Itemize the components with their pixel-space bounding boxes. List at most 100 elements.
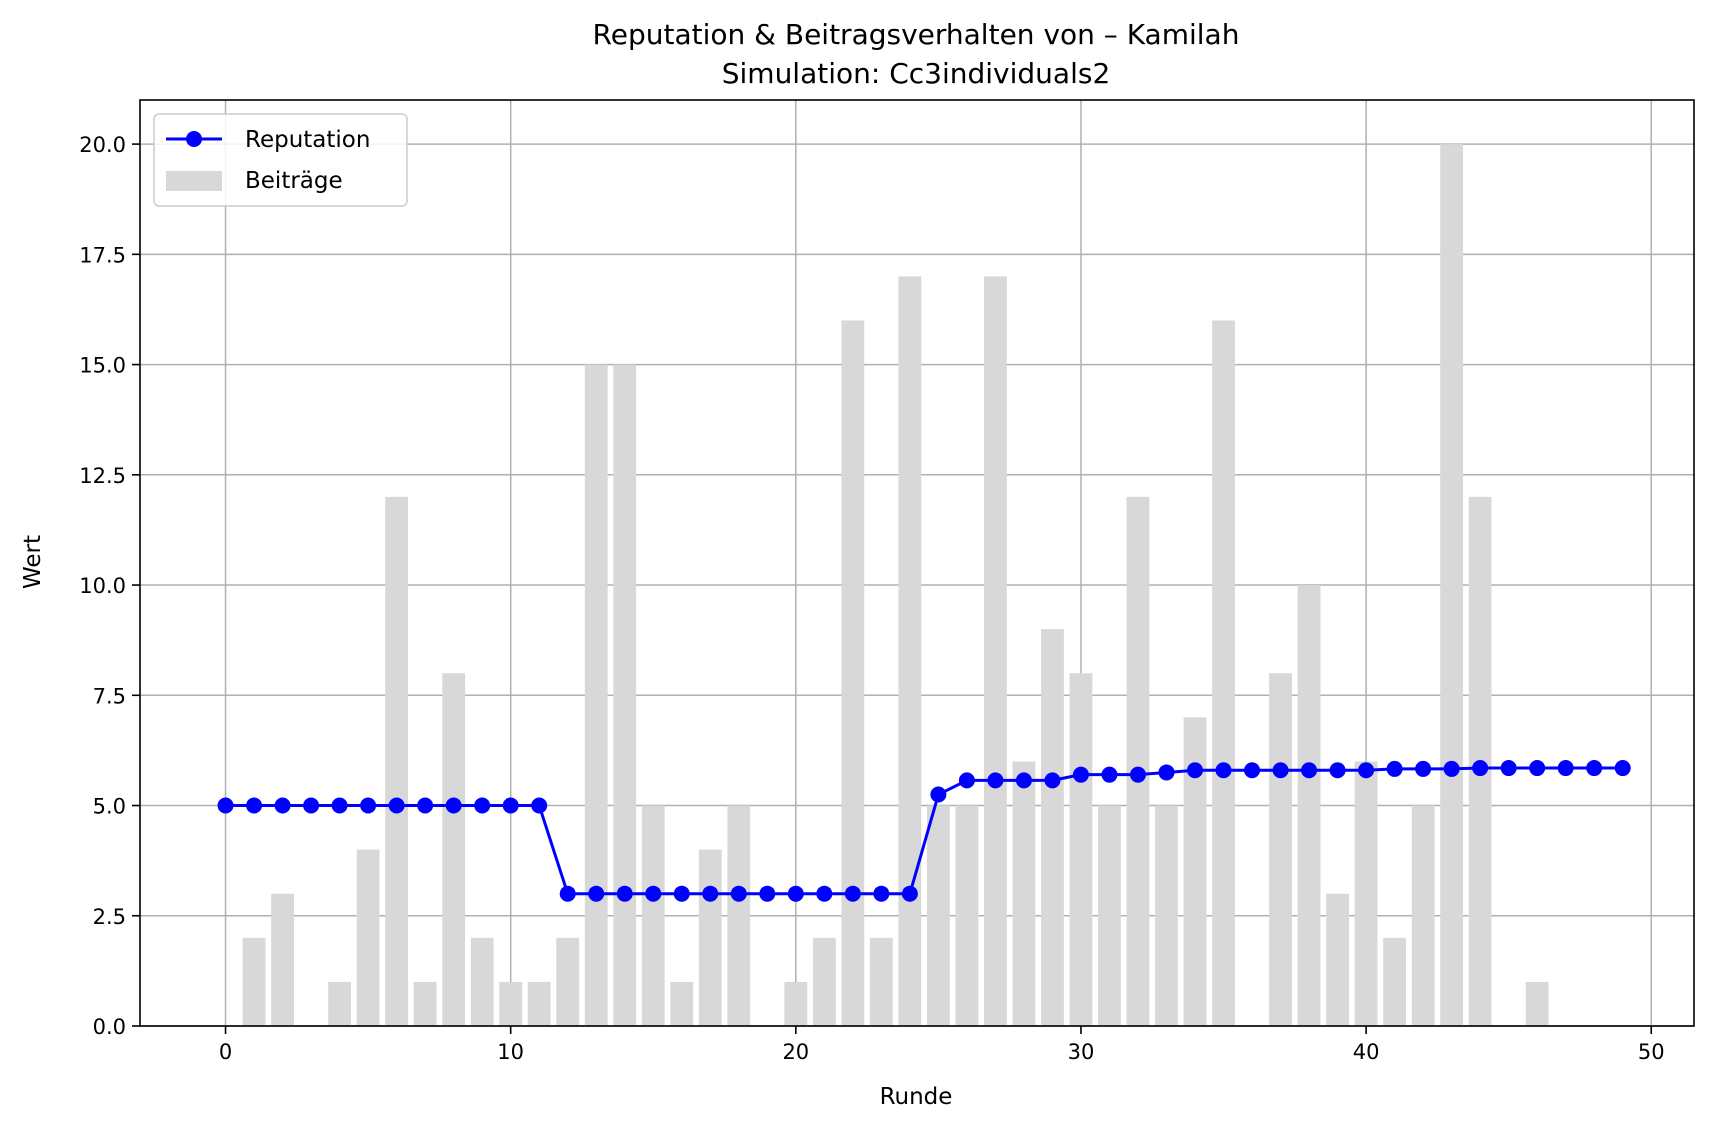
beitrag-bar — [470, 937, 494, 1026]
reputation-point — [502, 797, 519, 814]
beitrag-bar — [984, 276, 1007, 1026]
x-tick-label: 0 — [219, 1040, 232, 1064]
legend-beitraege-swatch-icon — [166, 171, 222, 191]
reputation-point — [645, 885, 662, 902]
reputation-line — [217, 760, 1631, 902]
beitrag-bar — [1326, 893, 1349, 1026]
legend: Reputation Beiträge — [153, 113, 408, 207]
reputation-point — [1129, 766, 1146, 783]
legend-label-beitraege: Beiträge — [245, 168, 343, 194]
beitrag-bar — [698, 849, 722, 1026]
beitrag-bar — [1069, 673, 1093, 1026]
reputation-point — [588, 885, 605, 902]
reputation-point — [274, 797, 291, 814]
reputation-point — [1015, 772, 1032, 789]
beitrag-bar — [1525, 981, 1549, 1026]
reputation-point — [417, 797, 434, 814]
reputation-point — [331, 797, 348, 814]
reputation-point — [1358, 762, 1375, 779]
x-axis-label: Runde — [880, 1084, 953, 1110]
reputation-point — [673, 885, 690, 902]
beitrag-bar — [385, 496, 409, 1026]
beitrag-bar — [328, 981, 352, 1026]
reputation-point — [531, 797, 548, 814]
beitrag-bar — [1440, 144, 1464, 1027]
reputation-point — [730, 885, 747, 902]
beitrag-bar — [641, 805, 665, 1026]
x-tick-label: 50 — [1638, 1040, 1665, 1064]
reputation-point — [217, 797, 234, 814]
beitrag-bar — [527, 981, 551, 1026]
reputation-point — [616, 885, 633, 902]
reputation-point — [474, 797, 491, 814]
reputation-point — [816, 885, 833, 902]
y-tick-label: 12.5 — [79, 464, 126, 488]
y-tick-label: 20.0 — [79, 133, 126, 157]
reputation-point — [388, 797, 405, 814]
beitrag-bar — [1411, 805, 1435, 1026]
x-tick-label: 10 — [497, 1040, 524, 1064]
reputation-point — [873, 885, 890, 902]
beitrag-bar — [1012, 761, 1036, 1026]
reputation-point — [901, 885, 918, 902]
bars — [242, 144, 1549, 1027]
y-tick-label: 0.0 — [93, 1015, 126, 1039]
y-axis-label: Wert — [20, 535, 46, 589]
beitrag-bar — [727, 805, 751, 1026]
reputation-point — [1557, 760, 1574, 777]
reputation-point — [759, 885, 776, 902]
reputation-point — [787, 885, 804, 902]
reputation-point — [958, 772, 975, 789]
beitrag-bar — [271, 893, 294, 1026]
reputation-point — [1329, 762, 1346, 779]
reputation-point — [559, 885, 576, 902]
beitrag-bar — [1041, 629, 1064, 1026]
y-tick-label: 15.0 — [79, 354, 126, 378]
axes: 0 10 20 30 40 50 0.0 2.5 5.0 7.5 10.0 12.5 15.0 17.5 2… — [79, 99, 1695, 1064]
reputation-point — [1215, 762, 1232, 779]
beitrag-bar — [499, 981, 523, 1026]
beitrag-bar — [356, 849, 380, 1026]
reputation-point — [1044, 772, 1061, 789]
beitrag-bar — [926, 805, 950, 1026]
y-tick-label: 5.0 — [93, 795, 126, 819]
beitrag-bar — [1155, 805, 1178, 1026]
beitrag-bar — [584, 364, 608, 1027]
beitrag-bar — [1183, 717, 1207, 1026]
reputation-point — [1386, 760, 1403, 777]
reputation-point — [1529, 760, 1546, 777]
beitrag-bar — [869, 937, 893, 1026]
y-tick-label: 10.0 — [79, 574, 126, 598]
beitrag-bar — [812, 937, 836, 1026]
reputation-point — [1244, 762, 1261, 779]
beitrag-bar — [413, 981, 437, 1026]
chart-title: Reputation & Beitragsverhalten von – Kam… — [593, 18, 1240, 51]
y-tick-label: 7.5 — [93, 684, 126, 708]
reputation-point — [1072, 766, 1089, 783]
beitrag-bar — [1212, 320, 1235, 1026]
beitrag-bar — [442, 673, 466, 1026]
beitrag-bar — [1297, 585, 1321, 1026]
reputation-point — [1415, 760, 1432, 777]
reputation-point — [1187, 762, 1204, 779]
reputation-point — [1301, 762, 1318, 779]
reputation-point — [1101, 766, 1118, 783]
beitrag-bar — [1383, 937, 1407, 1026]
reputation-point — [1472, 760, 1489, 777]
reputation-point — [844, 885, 861, 902]
reputation-point — [702, 885, 719, 902]
beitrag-bar — [556, 937, 580, 1026]
x-tick-label: 20 — [782, 1040, 809, 1064]
beitrag-bar — [1098, 805, 1121, 1026]
reputation-point — [1158, 764, 1175, 781]
beitrag-bar — [1269, 673, 1292, 1026]
beitrag-bar — [955, 805, 979, 1026]
plot-frame — [139, 99, 1695, 1027]
beitrag-bar — [784, 981, 808, 1026]
legend-label-reputation: Reputation — [245, 127, 370, 153]
x-tick-label: 30 — [1068, 1040, 1095, 1064]
reputation-point — [1443, 760, 1460, 777]
y-tick-label: 2.5 — [93, 905, 126, 929]
x-tick-label: 40 — [1353, 1040, 1380, 1064]
